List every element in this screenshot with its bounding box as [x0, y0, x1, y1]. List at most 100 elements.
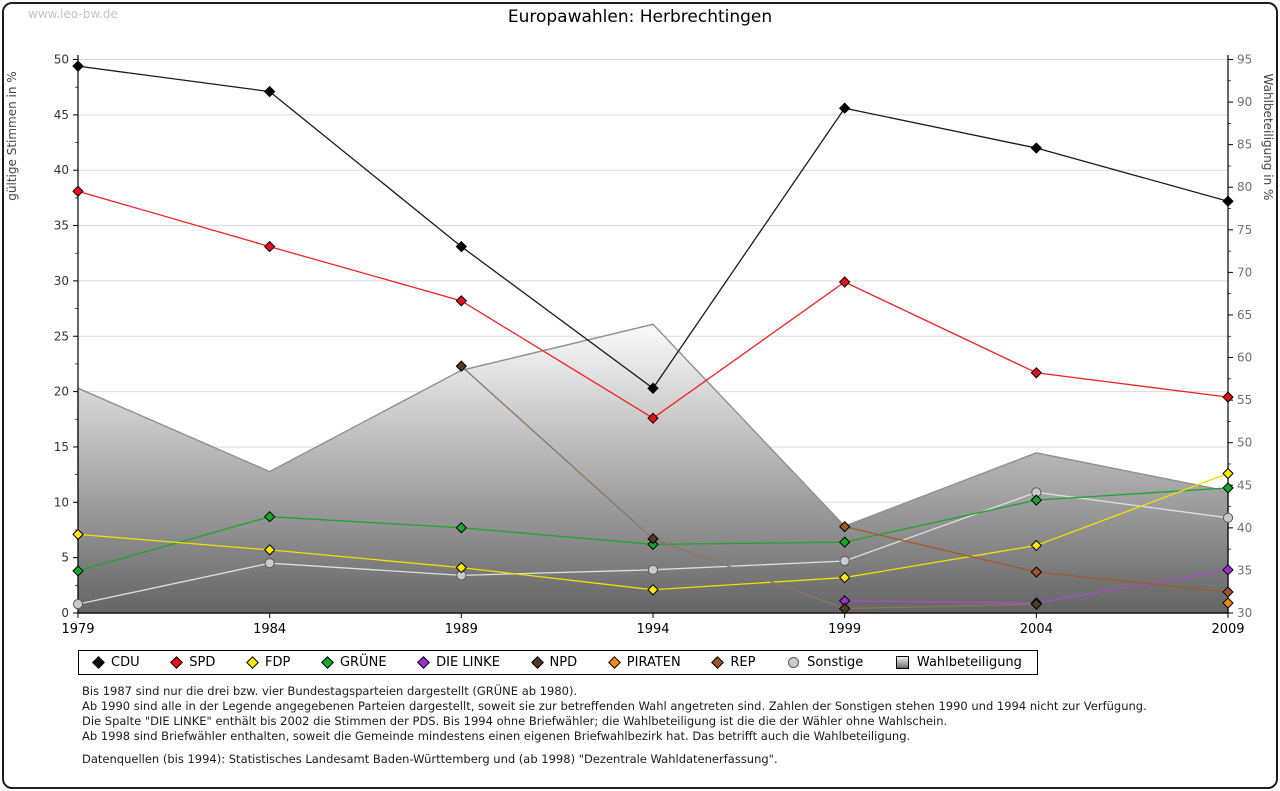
y-right-tick-label: 30 — [1237, 606, 1252, 620]
marker-NPD-1989 — [455, 360, 468, 372]
y-right-tick-label: 80 — [1237, 180, 1252, 194]
marker-DIE LINKE-2009 — [1222, 564, 1234, 576]
x-tick-label: 2004 — [1020, 622, 1053, 637]
footnote-line: Bis 1987 sind nur die drei bzw. vier Bun… — [82, 684, 578, 698]
legend: CDU SPD FDP GRÜNE DIE LINKE NPD PIRATEN REP Sons… — [78, 650, 1038, 675]
marker-GRÜNE-1999 — [838, 536, 851, 548]
marker-NPD-2004 — [1030, 598, 1043, 610]
marker-REP-1999 — [838, 520, 851, 533]
y-left-tick-label: 50 — [54, 53, 69, 67]
legend-label: GRÜNE — [339, 655, 387, 670]
legend-label: PIRATEN — [626, 655, 681, 670]
marker-SPD-1999 — [838, 276, 851, 288]
y-right-tick-label: 60 — [1237, 351, 1252, 365]
x-tick-label: 2009 — [1211, 622, 1244, 637]
legend-item-sonstige: Sonstige — [788, 655, 863, 670]
y-left-tick-label: 40 — [54, 163, 69, 177]
marker-FDP-2009 — [1222, 467, 1234, 480]
y-left-tick-label: 45 — [54, 108, 69, 122]
legend-marker-icon — [246, 656, 259, 669]
marker-REP-2004 — [1030, 566, 1043, 578]
y-right-tick-label: 90 — [1237, 95, 1252, 109]
marker-FDP-1994 — [647, 584, 659, 596]
marker-Sonstige-1979 — [72, 599, 84, 610]
x-tick-label: 1979 — [61, 622, 94, 637]
y-left-tick-label: 25 — [54, 329, 69, 343]
watermark: www.leo-bw.de — [28, 7, 118, 21]
marker-FDP-2004 — [1030, 539, 1043, 552]
marker-PIRATEN-2009 — [1222, 597, 1234, 609]
legend-marker-icon — [530, 656, 544, 669]
y-right-tick-label: 35 — [1237, 563, 1252, 577]
legend-label: Sonstige — [807, 655, 864, 670]
legend-item-npd: NPD — [530, 655, 578, 670]
x-tick-label: 1994 — [636, 622, 669, 637]
marker-CDU-2009 — [1222, 195, 1234, 207]
footnote-line: Ab 1998 sind Briefwähler enthalten, sowe… — [82, 729, 911, 743]
legend-item-wahlbeteiligung: Wahlbeteiligung — [895, 655, 1022, 670]
marker-CDU-1979 — [72, 60, 84, 72]
marker-SPD-1994 — [647, 412, 659, 424]
y-right-axis-title: Wahlbeteiligung in % — [1261, 74, 1275, 201]
legend-marker-icon — [788, 657, 800, 668]
y-left-tick-label: 15 — [54, 440, 69, 454]
marker-GRÜNE-1989 — [455, 522, 468, 534]
marker-NPD-1999 — [838, 602, 851, 615]
y-left-axis-title: gültige Stimmen in % — [5, 71, 19, 200]
x-tick-label: 1984 — [253, 622, 286, 637]
y-left-tick-label: 20 — [54, 385, 69, 399]
y-right-tick-label: 95 — [1237, 53, 1252, 67]
marker-SPD-2004 — [1030, 367, 1043, 379]
y-right-tick-label: 75 — [1237, 223, 1252, 237]
legend-label: NPD — [549, 655, 578, 670]
marker-CDU-2004 — [1030, 142, 1043, 154]
legend-marker-icon — [92, 656, 105, 669]
marker-NPD-1994 — [647, 533, 659, 545]
marker-SPD-1989 — [455, 295, 468, 307]
legend-marker-icon — [417, 656, 431, 669]
marker-FDP-1989 — [455, 561, 468, 574]
legend-label: DIE LINKE — [436, 655, 500, 670]
y-right-tick-label: 40 — [1237, 521, 1252, 535]
y-right-tick-label: 70 — [1237, 265, 1252, 279]
marker-Sonstige-2009 — [1222, 512, 1234, 523]
legend-label: FDP — [265, 655, 291, 670]
marker-GRÜNE-1979 — [72, 565, 84, 577]
marker-GRÜNE-2004 — [1030, 494, 1043, 506]
legend-label: SPD — [189, 655, 216, 670]
legend-item-cdu: CDU — [92, 655, 140, 670]
marker-GRÜNE-2009 — [1222, 482, 1234, 494]
y-left-tick-label: 35 — [54, 219, 69, 233]
marker-FDP-1979 — [72, 528, 84, 541]
y-right-tick-label: 85 — [1237, 138, 1252, 152]
marker-CDU-1984 — [263, 85, 276, 98]
legend-marker-icon — [895, 656, 909, 669]
marker-SPD-2009 — [1222, 391, 1234, 403]
legend-item-spd: SPD — [170, 655, 216, 670]
legend-label: CDU — [111, 655, 140, 670]
legend-marker-icon — [170, 656, 184, 669]
marker-Sonstige-1994 — [647, 564, 659, 575]
election-chart: 0 5 10 15 20 25 30 35 40 45 50 30 35 40 45 50 55 60 65 70 75… — [5, 53, 1275, 638]
legend-item-fdp: FDP — [246, 655, 291, 670]
y-right-tick-label: 50 — [1237, 436, 1252, 450]
legend-marker-icon — [607, 656, 621, 669]
y-right-tick-label: 45 — [1237, 478, 1252, 492]
legend-item-grüne: GRÜNE — [321, 655, 387, 670]
legend-label: REP — [730, 655, 756, 670]
legend-marker-icon — [711, 656, 725, 669]
y-left-tick-label: 0 — [61, 606, 69, 620]
footnote-line: Ab 1990 sind alle in der Legende angegeb… — [82, 699, 1147, 713]
y-right-tick-label: 55 — [1237, 393, 1252, 407]
y-left-tick-label: 30 — [54, 274, 69, 288]
marker-GRÜNE-1984 — [263, 510, 276, 523]
marker-Sonstige-1984 — [264, 558, 275, 569]
marker-FDP-1999 — [838, 571, 851, 584]
footnotes: Bis 1987 sind nur die drei bzw. vier Bun… — [82, 684, 1147, 744]
marker-CDU-1994 — [647, 382, 659, 394]
datasource-note: Datenquellen (bis 1994): Statistisches L… — [82, 752, 778, 766]
marker-SPD-1979 — [72, 185, 84, 197]
legend-item-rep: REP — [711, 655, 756, 670]
marker-CDU-1999 — [838, 102, 851, 114]
legend-marker-icon — [321, 656, 334, 669]
